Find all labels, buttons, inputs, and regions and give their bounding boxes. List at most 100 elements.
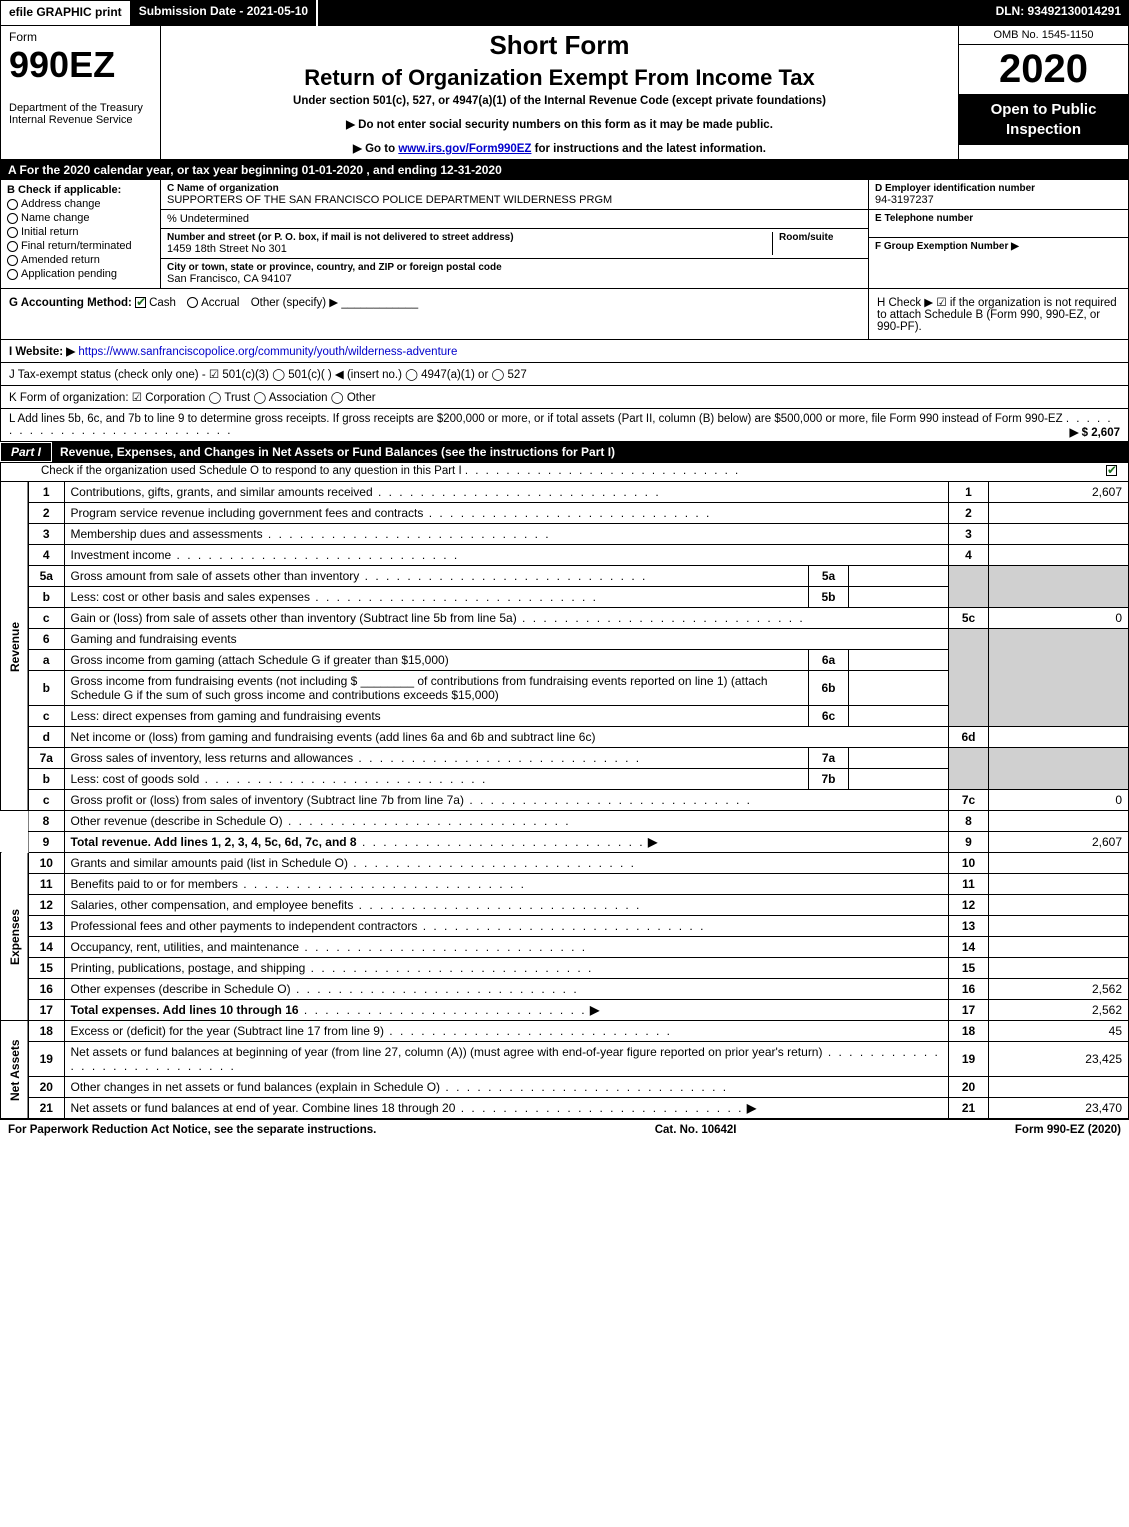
l7b-subval bbox=[849, 769, 949, 790]
tax-year-bar: A For the 2020 calendar year, or tax yea… bbox=[0, 160, 1129, 180]
top-bar: efile GRAPHIC print Submission Date - 20… bbox=[0, 0, 1129, 26]
l19-desc: Net assets or fund balances at beginning… bbox=[71, 1045, 823, 1059]
l6c-subval bbox=[849, 706, 949, 727]
l5b-desc: Less: cost or other basis and sales expe… bbox=[71, 590, 310, 604]
chk-address-change[interactable]: Address change bbox=[7, 198, 154, 210]
chk-initial-return[interactable]: Initial return bbox=[7, 226, 154, 238]
l17-arrow: ▶ bbox=[590, 1003, 599, 1017]
line-12: 12 Salaries, other compensation, and emp… bbox=[1, 895, 1129, 916]
city-label: City or town, state or province, country… bbox=[167, 262, 862, 273]
l11-val bbox=[989, 874, 1129, 895]
l5a-num: 5a bbox=[28, 566, 64, 587]
l21-val: 23,470 bbox=[989, 1098, 1129, 1119]
l10-val bbox=[989, 853, 1129, 874]
line-10: Expenses 10 Grants and similar amounts p… bbox=[1, 853, 1129, 874]
line-2: 2 Program service revenue including gove… bbox=[1, 503, 1129, 524]
lines-table: Revenue 1 Contributions, gifts, grants, … bbox=[0, 481, 1129, 1119]
form-number: 990EZ bbox=[9, 44, 152, 86]
l14-num: 14 bbox=[28, 937, 64, 958]
l7c-val: 0 bbox=[989, 790, 1129, 811]
l5ab-shade-val bbox=[989, 566, 1129, 608]
l6d-desc: Net income or (loss) from gaming and fun… bbox=[71, 730, 596, 744]
l4-val bbox=[989, 545, 1129, 566]
l11-rn: 11 bbox=[949, 874, 989, 895]
line-20: 20 Other changes in net assets or fund b… bbox=[1, 1077, 1129, 1098]
part-1-sub-text: Check if the organization used Schedule … bbox=[41, 465, 462, 477]
l15-desc: Printing, publications, postage, and shi… bbox=[71, 961, 306, 975]
top-bar-spacer bbox=[318, 0, 987, 26]
l7a-subval bbox=[849, 748, 949, 769]
l15-num: 15 bbox=[28, 958, 64, 979]
l16-rn: 16 bbox=[949, 979, 989, 1000]
chk-application-pending-label: Application pending bbox=[21, 268, 117, 280]
box-b-title: B Check if applicable: bbox=[7, 184, 154, 196]
street-cell: Number and street (or P. O. box, if mail… bbox=[161, 229, 868, 259]
box-c: C Name of organization SUPPORTERS OF THE… bbox=[161, 180, 868, 288]
chk-amended-return[interactable]: Amended return bbox=[7, 254, 154, 266]
l5b-subval bbox=[849, 587, 949, 608]
line-15: 15 Printing, publications, postage, and … bbox=[1, 958, 1129, 979]
header-subtitle: Under section 501(c), 527, or 4947(a)(1)… bbox=[169, 95, 950, 107]
l16-num: 16 bbox=[28, 979, 64, 1000]
chk-initial-return-label: Initial return bbox=[21, 226, 78, 238]
inspection-label: Open to Public Inspection bbox=[959, 94, 1128, 145]
line-6: 6 Gaming and fundraising events bbox=[1, 629, 1129, 650]
org-name-label: C Name of organization bbox=[167, 183, 862, 194]
l17-rn: 17 bbox=[949, 1000, 989, 1021]
chk-application-pending[interactable]: Application pending bbox=[7, 268, 154, 280]
l17-desc: Total expenses. Add lines 10 through 16 bbox=[71, 1003, 299, 1017]
l7a-desc: Gross sales of inventory, less returns a… bbox=[71, 751, 354, 765]
irs-link[interactable]: www.irs.gov/Form990EZ bbox=[398, 143, 531, 155]
l14-desc: Occupancy, rent, utilities, and maintena… bbox=[71, 940, 300, 954]
row-g: G Accounting Method: Cash Accrual Other … bbox=[1, 289, 868, 339]
line-1: Revenue 1 Contributions, gifts, grants, … bbox=[1, 482, 1129, 503]
line-18: Net Assets 18 Excess or (deficit) for th… bbox=[1, 1021, 1129, 1042]
l5a-subval bbox=[849, 566, 949, 587]
chk-cash[interactable] bbox=[135, 297, 146, 308]
l2-num: 2 bbox=[28, 503, 64, 524]
l3-desc: Membership dues and assessments bbox=[71, 527, 263, 541]
l5b-sn: 5b bbox=[809, 587, 849, 608]
l9-val: 2,607 bbox=[989, 832, 1129, 853]
department-label: Department of the Treasury Internal Reve… bbox=[9, 102, 152, 126]
l8-val bbox=[989, 811, 1129, 832]
l18-num: 18 bbox=[28, 1021, 64, 1042]
l6d-rn: 6d bbox=[949, 727, 989, 748]
l7c-rn: 7c bbox=[949, 790, 989, 811]
website-link[interactable]: https://www.sanfranciscopolice.org/commu… bbox=[78, 346, 457, 358]
l7b-sn: 7b bbox=[809, 769, 849, 790]
efile-print-button[interactable]: efile GRAPHIC print bbox=[0, 0, 131, 26]
chk-amended-return-label: Amended return bbox=[21, 254, 100, 266]
row-l: L Add lines 5b, 6c, and 7b to line 9 to … bbox=[0, 409, 1129, 441]
l21-desc: Net assets or fund balances at end of ye… bbox=[71, 1101, 456, 1115]
chk-address-change-label: Address change bbox=[21, 198, 101, 210]
chk-final-return[interactable]: Final return/terminated bbox=[7, 240, 154, 252]
line-5a: 5a Gross amount from sale of assets othe… bbox=[1, 566, 1129, 587]
ein-value: 94-3197237 bbox=[875, 194, 1122, 206]
l19-val: 23,425 bbox=[989, 1042, 1129, 1077]
chk-accrual[interactable] bbox=[187, 297, 198, 308]
chk-name-change[interactable]: Name change bbox=[7, 212, 154, 224]
form-label: Form bbox=[9, 30, 152, 44]
l1-desc: Contributions, gifts, grants, and simila… bbox=[71, 485, 373, 499]
city: San Francisco, CA 94107 bbox=[167, 273, 862, 285]
cash-label: Cash bbox=[149, 297, 176, 309]
l7c-num: c bbox=[28, 790, 64, 811]
l5c-desc: Gain or (loss) from sale of assets other… bbox=[71, 611, 517, 625]
room-label: Room/suite bbox=[779, 232, 862, 243]
l21-arrow: ▶ bbox=[747, 1101, 756, 1115]
part-1-schedule-o-check[interactable] bbox=[1106, 465, 1117, 476]
l7a-sn: 7a bbox=[809, 748, 849, 769]
l9-arrow: ▶ bbox=[648, 835, 657, 849]
l6a-num: a bbox=[28, 650, 64, 671]
row-h: H Check ▶ ☑ if the organization is not r… bbox=[868, 289, 1128, 339]
city-cell: City or town, state or province, country… bbox=[161, 259, 868, 288]
box-def: D Employer identification number 94-3197… bbox=[868, 180, 1128, 288]
l18-desc: Excess or (deficit) for the year (Subtra… bbox=[71, 1024, 384, 1038]
l6c-num: c bbox=[28, 706, 64, 727]
care-of: % Undetermined bbox=[167, 213, 862, 225]
l6a-subval bbox=[849, 650, 949, 671]
l4-desc: Investment income bbox=[71, 548, 172, 562]
side-revenue: Revenue bbox=[1, 482, 29, 811]
care-of-cell: % Undetermined bbox=[161, 210, 868, 229]
